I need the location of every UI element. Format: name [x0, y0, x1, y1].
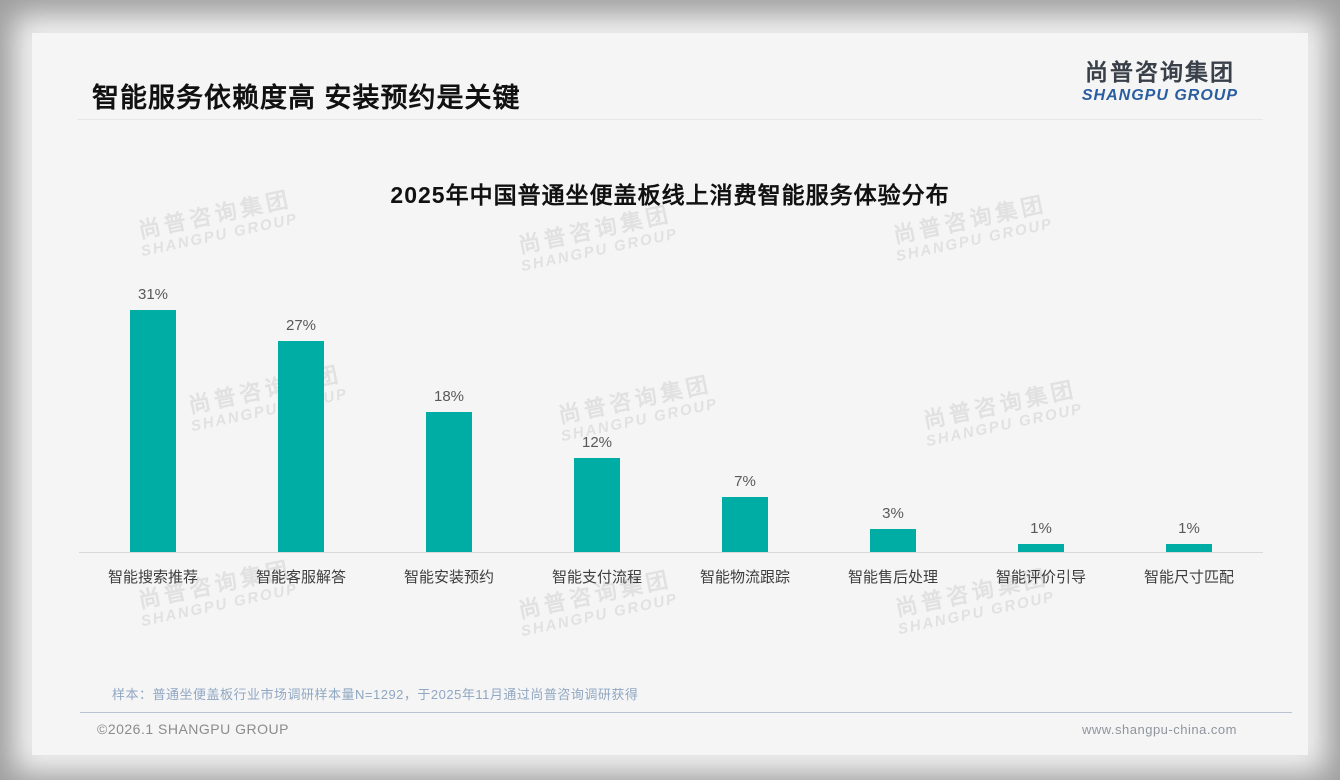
bar-category-label: 智能评价引导	[995, 569, 1086, 586]
bar-value-label: 3%	[882, 505, 904, 522]
bar	[574, 458, 620, 552]
bar	[1166, 544, 1212, 552]
category-labels-row: 智能搜索推荐 智能客服解答 智能安装预约 智能支付流程 智能物流跟踪 智能售后处理 智能评价…	[79, 566, 1263, 587]
sample-footnote: 样本：普通坐便盖板行业市场调研样本量N=1292，于2025年11月通过尚普咨询…	[112, 687, 639, 702]
bar-group: 31%	[79, 286, 227, 552]
bar-category-label: 智能支付流程	[551, 569, 642, 586]
bar-value-label: 1%	[1030, 520, 1052, 537]
bar-category-label: 智能售后处理	[847, 569, 938, 586]
bars-row: 31% 27% 18% 12% 7% 3% 1% 1%	[79, 272, 1263, 552]
bar	[1018, 544, 1064, 552]
company-logo: 尚普咨询集团 SHANGPU GROUP	[1082, 58, 1238, 105]
bar-group: 12%	[523, 434, 671, 552]
bar	[278, 341, 324, 552]
bar-category-label: 智能安装预约	[403, 569, 494, 586]
header-divider	[77, 119, 1263, 120]
bar-group: 27%	[227, 317, 375, 552]
slide-card: 尚普咨询集团 SHANGPU GROUP 尚普咨询集团 SHANGPU GROUP 尚普…	[32, 33, 1308, 755]
website-text: www.shangpu-china.com	[1081, 722, 1237, 737]
bar-group: 18%	[375, 388, 523, 552]
copyright-text: ©2026.1 SHANGPU GROUP	[97, 721, 289, 737]
footer-divider	[80, 712, 1292, 713]
bar-group: 3%	[819, 505, 967, 552]
bar-value-label: 1%	[1178, 520, 1200, 537]
bar-group: 7%	[671, 473, 819, 552]
bar	[426, 412, 472, 552]
bar	[722, 497, 768, 552]
bar-category-label: 智能客服解答	[255, 569, 346, 586]
logo-english-text: SHANGPU GROUP	[1081, 87, 1238, 104]
x-axis-line	[79, 552, 1263, 553]
bar-category-label: 智能搜索推荐	[107, 569, 198, 586]
bar-value-label: 18%	[433, 388, 465, 405]
chart-title: 2025年中国普通坐便盖板线上消费智能服务体验分布	[390, 182, 950, 208]
bar-value-label: 27%	[285, 317, 317, 334]
logo-chinese-text: 尚普咨询集团	[1084, 59, 1235, 85]
bar	[130, 310, 176, 552]
bar-category-label: 智能尺寸匹配	[1143, 569, 1234, 586]
bar-chart: 31% 27% 18% 12% 7% 3% 1% 1% 智能搜索推荐 智能客服解答 智能安装预约智…	[79, 272, 1263, 587]
bar-value-label: 12%	[581, 434, 613, 451]
page-title: 智能服务依赖度高 安装预约是关键	[92, 83, 521, 113]
bar	[870, 529, 916, 552]
watermark: 尚普咨询集团 SHANGPU GROUP	[516, 201, 680, 276]
bar-category-label: 智能物流跟踪	[699, 569, 790, 586]
bar-group: 1%	[1115, 520, 1263, 552]
bar-value-label: 7%	[734, 473, 756, 490]
bar-value-label: 31%	[137, 286, 169, 303]
bar-group: 1%	[967, 520, 1115, 552]
